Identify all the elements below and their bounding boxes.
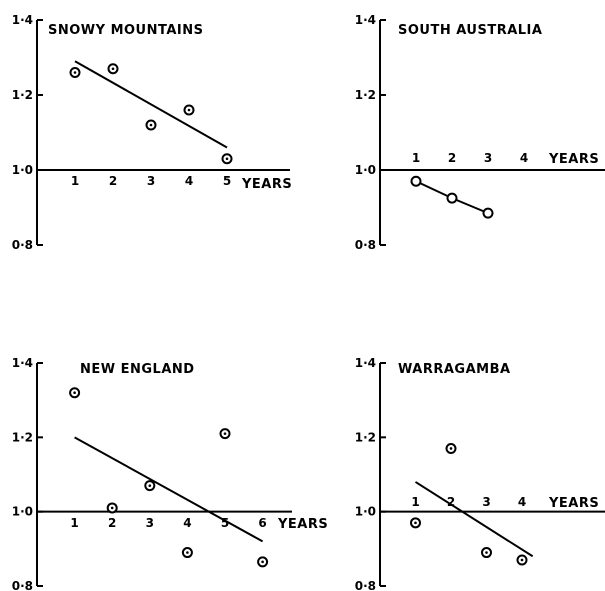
data-point-center xyxy=(261,560,264,564)
y-tick-label: 1·2 xyxy=(12,88,33,102)
x-tick-label: 2 xyxy=(448,151,456,165)
data-point-center xyxy=(223,432,227,435)
data-point-center xyxy=(520,558,524,562)
data-point-center xyxy=(186,551,189,554)
x-tick-label: 5 xyxy=(221,516,229,530)
panel-title: NEW ENGLAND xyxy=(80,362,195,377)
data-point-center xyxy=(485,551,488,554)
data-point xyxy=(482,207,494,219)
y-tick-label: 1·4 xyxy=(12,356,33,370)
x-tick-label: 3 xyxy=(146,516,154,530)
y-tick-label: 1·0 xyxy=(355,163,376,177)
x-tick-label: 3 xyxy=(147,174,155,188)
y-tick-label: 0·8 xyxy=(355,579,376,591)
x-tick-label: 4 xyxy=(185,174,193,188)
x-tick-label: 3 xyxy=(484,151,492,165)
data-point-center xyxy=(73,71,77,74)
trend-line xyxy=(74,436,264,543)
data-point-center xyxy=(148,484,152,487)
data-point-center xyxy=(414,521,417,525)
data-point-center xyxy=(73,391,76,395)
x-tick-label: 1 xyxy=(412,151,420,165)
y-tick-label: 0·8 xyxy=(12,238,33,252)
x-tick-label: 5 xyxy=(223,174,231,188)
y-tick-label: 1·4 xyxy=(355,356,376,370)
data-point-center xyxy=(187,108,191,112)
x-tick-label: 1 xyxy=(71,174,79,188)
data-point-center xyxy=(110,506,114,510)
data-point-center xyxy=(225,157,229,161)
x-tick-label: 2 xyxy=(108,516,116,530)
x-unit-label: YEARS xyxy=(548,152,599,167)
x-unit-label: YEARS xyxy=(548,496,599,511)
y-tick-label: 0·8 xyxy=(12,579,33,591)
x-unit-label: YEARS xyxy=(277,517,328,532)
y-tick-label: 1·2 xyxy=(12,430,33,444)
y-tick-label: 1·4 xyxy=(355,13,376,27)
y-tick-label: 1·4 xyxy=(12,13,33,27)
y-tick-label: 1·0 xyxy=(12,505,33,519)
panel-title: SNOWY MOUNTAINS xyxy=(48,23,204,38)
y-tick-label: 1·0 xyxy=(355,505,376,519)
data-point xyxy=(446,192,458,204)
x-tick-label: 1 xyxy=(411,495,419,509)
trend-line xyxy=(414,481,534,558)
x-tick-label: 2 xyxy=(109,174,117,188)
data-point xyxy=(410,175,422,187)
x-unit-label: YEARS xyxy=(241,177,292,192)
y-tick-label: 1·2 xyxy=(355,88,376,102)
x-tick-label: 4 xyxy=(520,151,528,165)
x-tick-label: 4 xyxy=(183,516,191,530)
data-point-center xyxy=(149,123,153,127)
panel-title: SOUTH AUSTRALIA xyxy=(398,23,542,38)
y-tick-label: 1·0 xyxy=(12,163,33,177)
x-tick-label: 4 xyxy=(518,495,526,509)
x-tick-label: 1 xyxy=(70,516,78,530)
y-tick-label: 1·2 xyxy=(355,430,376,444)
data-point-center xyxy=(111,67,115,71)
x-tick-label: 2 xyxy=(447,495,455,509)
trend-line xyxy=(74,60,228,149)
y-tick-label: 0·8 xyxy=(355,238,376,252)
x-tick-label: 3 xyxy=(482,495,490,509)
panel-title: WARRAGAMBA xyxy=(398,362,511,377)
data-point-center xyxy=(449,447,453,450)
x-tick-label: 6 xyxy=(258,516,266,530)
